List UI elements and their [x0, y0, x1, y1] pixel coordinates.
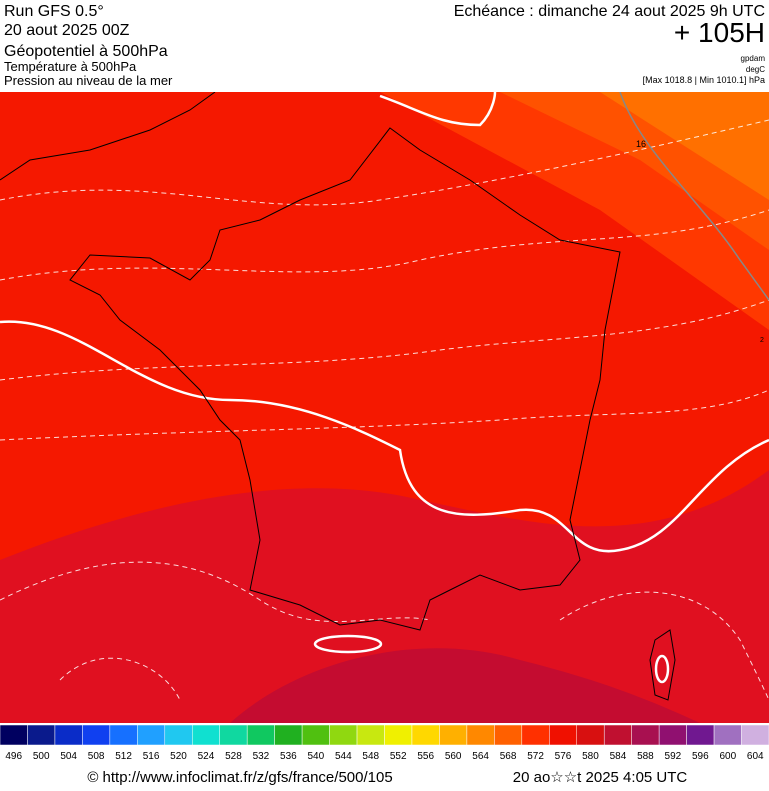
- colorbar-label: 580: [582, 751, 599, 762]
- colorbar-label: 540: [307, 751, 324, 762]
- field: Géopotentiel à 500hPa: [4, 43, 168, 60]
- color-swatch: [741, 724, 769, 746]
- field: Température à 500hPa: [4, 59, 137, 74]
- colorbar-label: 516: [143, 751, 160, 762]
- color-swatch: [82, 724, 111, 746]
- colorbar-label: 600: [719, 751, 736, 762]
- color-swatch: [576, 724, 605, 746]
- isotherms: [0, 119, 769, 701]
- colorbar-label: 588: [637, 751, 654, 762]
- colorbar-label: 560: [445, 751, 462, 762]
- colorbar-label: 504: [60, 751, 77, 762]
- field-area: [0, 470, 769, 723]
- colorbar-label: 528: [225, 751, 242, 762]
- color-swatch: [137, 724, 166, 746]
- colorbar-label: 512: [115, 751, 132, 762]
- unit: gpdam: [741, 54, 766, 63]
- valid-time: Echéance : dimanche 24 aout 2025 9h UTC: [454, 3, 765, 20]
- colorbar-label: 524: [198, 751, 215, 762]
- color-swatch: [109, 724, 138, 746]
- contour-label: 16: [636, 139, 646, 149]
- field-area: [600, 92, 769, 200]
- colorbar-label: 584: [610, 751, 627, 762]
- color-swatch: [301, 724, 330, 746]
- color-swatch: [219, 724, 248, 746]
- color-swatch: [549, 724, 577, 746]
- colorbar-label: 536: [280, 751, 297, 762]
- contour-label: 2: [760, 337, 764, 344]
- color-swatch: [27, 724, 56, 746]
- footer-url: © http://www.infoclimat.fr/z/gfs/france/…: [87, 769, 392, 786]
- field: Pression au niveau de la mer: [4, 73, 173, 88]
- color-swatch: [521, 724, 550, 746]
- color-swatch: [411, 724, 440, 746]
- color-swatch: [631, 724, 660, 746]
- unit: degC: [746, 65, 765, 74]
- range: [Max 1018.8 | Min 1010.1] hPa: [643, 75, 765, 85]
- colorbar-label: 572: [527, 751, 544, 762]
- corsica-outline: [649, 629, 676, 701]
- color-swatch: [246, 724, 275, 746]
- isobars: [0, 92, 769, 684]
- color-swatch: [329, 724, 358, 746]
- colorbar-label: 596: [692, 751, 709, 762]
- colorbar-label: 496: [5, 751, 22, 762]
- colorbar-label: 592: [665, 751, 682, 762]
- isotherm-zero: [619, 92, 769, 301]
- colorbar: 496 500 504 508 512 516 520 524 528 532 536 540 544 5…: [0, 724, 769, 762]
- title: Run GFS 0.5°: [4, 3, 104, 20]
- field-area: [230, 648, 700, 723]
- run: 20 aout 2025 00Z: [4, 22, 130, 39]
- color-swatch: [686, 724, 715, 746]
- color-swatch: [466, 724, 495, 746]
- uk-outline: [0, 92, 216, 181]
- colorbar-label: 568: [500, 751, 517, 762]
- color-swatch: [356, 724, 385, 746]
- color-swatch: [494, 724, 523, 746]
- color-swatch: [192, 724, 220, 746]
- color-swatch: [54, 724, 83, 746]
- color-swatch: [658, 724, 687, 746]
- map: 16 2: [0, 92, 769, 723]
- footer-date: 20 ao☆☆t 2025 4:05 UTC: [513, 769, 688, 786]
- colorbar-label: 532: [253, 751, 270, 762]
- colorbar-label: 604: [747, 751, 764, 762]
- colorbar-label: 544: [335, 751, 352, 762]
- color-swatch: [384, 724, 413, 746]
- colorbar-label: 576: [555, 751, 572, 762]
- colorbar-label: 500: [33, 751, 50, 762]
- colorbar-label: 552: [390, 751, 407, 762]
- color-swatch: [713, 724, 742, 746]
- color-swatch: [0, 724, 28, 746]
- color-swatch: [274, 724, 303, 746]
- colorbar-label: 556: [417, 751, 434, 762]
- france-outline: [69, 127, 621, 631]
- color-swatch: [164, 724, 193, 746]
- colorbar-label: 564: [472, 751, 489, 762]
- colorbar-label: 548: [362, 751, 379, 762]
- lead-time: + 105H: [674, 17, 765, 48]
- color-swatch: [439, 724, 468, 746]
- colorbar-label: 508: [88, 751, 105, 762]
- colorbar-label: 520: [170, 751, 187, 762]
- color-swatch: [603, 724, 632, 746]
